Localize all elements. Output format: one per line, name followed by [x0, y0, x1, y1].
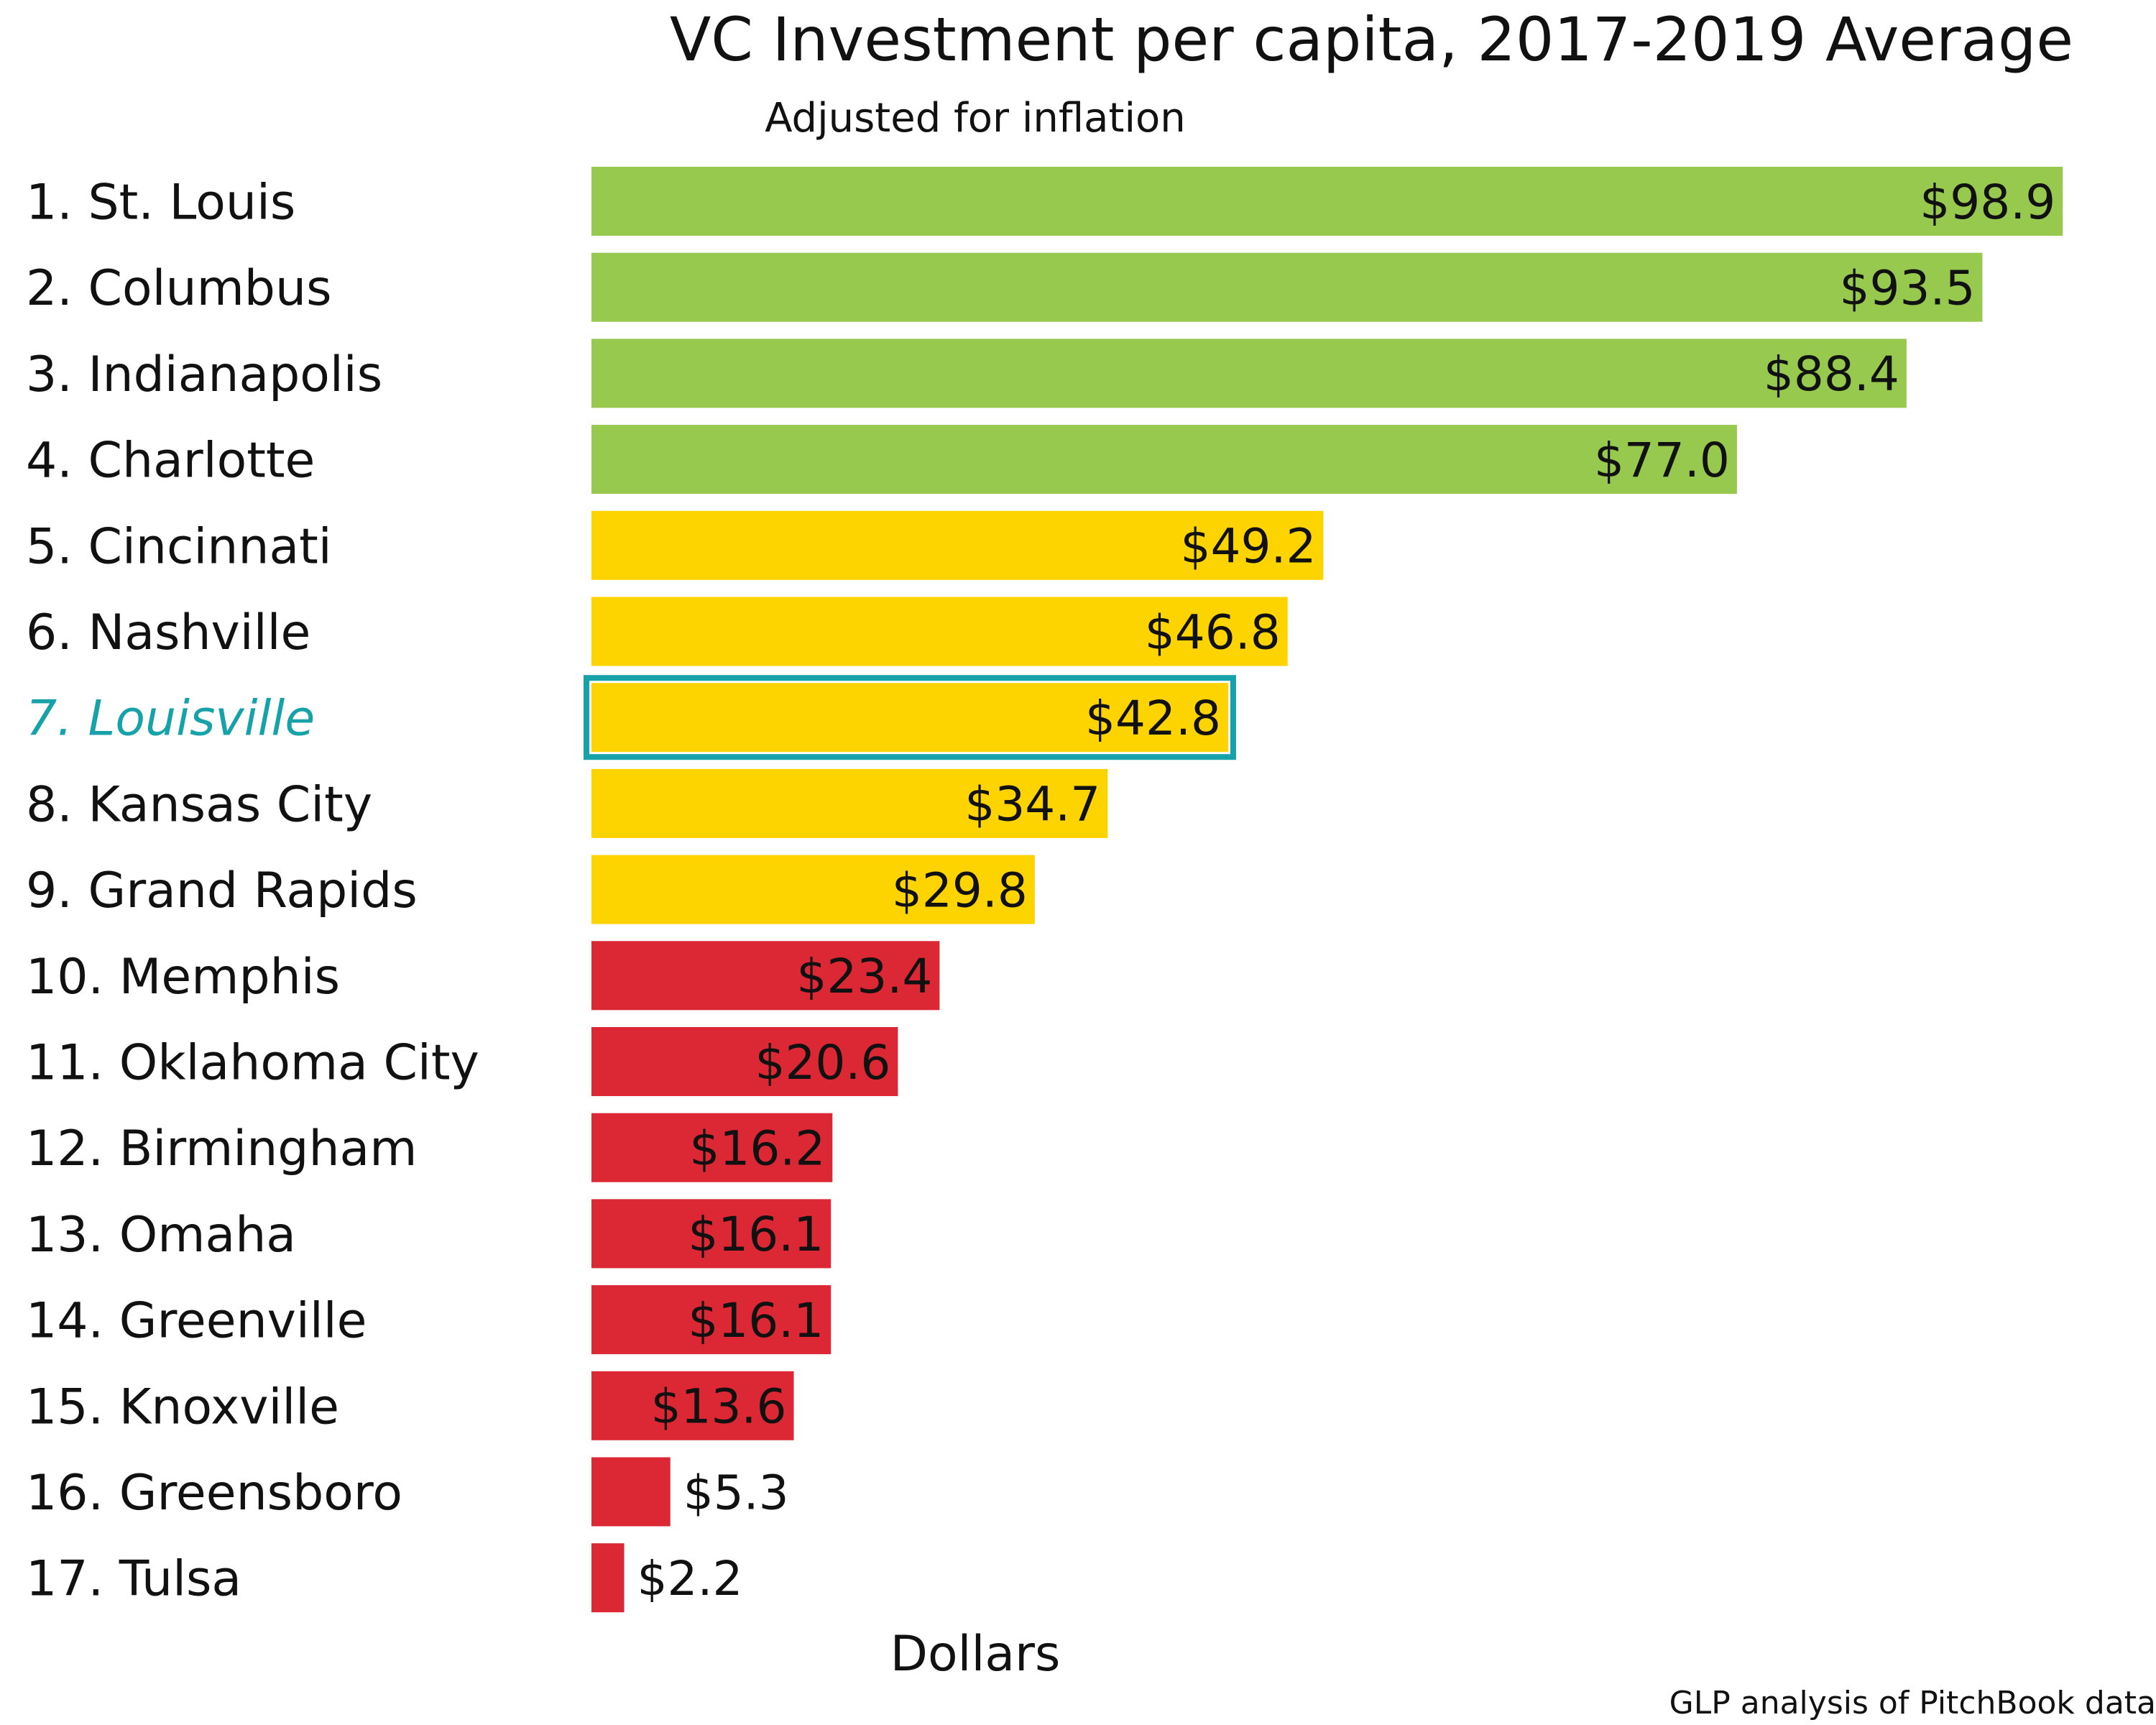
category-label-8-kansas-city: 8. Kansas City — [26, 776, 372, 833]
value-label-11-oklahoma-city: $20.6 — [755, 1035, 890, 1090]
bar-9-grand-rapids — [591, 855, 1035, 924]
value-label-8-kansas-city: $34.7 — [964, 777, 1100, 832]
value-label-9-grand-rapids: $29.8 — [892, 862, 1028, 918]
category-label-14-greenville: 14. Greenville — [26, 1293, 367, 1350]
bar-1-st-louis — [591, 167, 2063, 236]
value-label-17-tulsa: $2.2 — [637, 1551, 743, 1606]
value-label-3-indianapolis: $88.4 — [1764, 346, 1899, 402]
value-label-6-nashville: $46.8 — [1145, 604, 1281, 660]
value-label-1-st-louis: $98.9 — [1920, 175, 2055, 230]
value-label-10-memphis: $23.4 — [796, 949, 932, 1004]
value-label-15-knoxville: $13.6 — [651, 1379, 787, 1435]
source-note: GLP analysis of PitchBook data — [1669, 1685, 2156, 1721]
category-label-7-louisville: 7. Louisville — [26, 691, 315, 748]
category-label-17-tulsa: 17. Tulsa — [26, 1551, 241, 1608]
category-label-10-memphis: 10. Memphis — [26, 949, 340, 1006]
bars-layer: 1. St. Louis $98.9 2. Columbus $93.5 3. Indi… — [26, 167, 2063, 1613]
category-label-1-st-louis: 1. St. Louis — [26, 174, 295, 231]
value-label-13-omaha: $16.1 — [688, 1207, 824, 1262]
category-label-4-charlotte: 4. Charlotte — [26, 433, 315, 489]
category-label-11-oklahoma-city: 11. Oklahoma City — [26, 1034, 479, 1091]
bar-3-indianapolis — [591, 339, 1907, 408]
value-label-5-cincinnati: $49.2 — [1180, 519, 1316, 574]
category-label-6-nashville: 6. Nashville — [26, 604, 310, 661]
bar-15-knoxville — [591, 1371, 794, 1440]
bar-7-louisville — [591, 683, 1228, 753]
chart-title: VC Investment per capita, 2017-2019 Aver… — [669, 4, 2073, 75]
bar-11-oklahoma-city — [591, 1027, 898, 1096]
category-label-12-birmingham: 12. Birmingham — [26, 1121, 417, 1177]
bar-12-birmingham — [591, 1113, 833, 1182]
bar-17-tulsa — [591, 1543, 625, 1613]
category-label-13-omaha: 13. Omaha — [26, 1207, 296, 1264]
highlight-outline — [584, 675, 1236, 760]
value-label-7-louisville: $42.8 — [1085, 691, 1221, 746]
category-label-9-grand-rapids: 9. Grand Rapids — [26, 862, 418, 919]
bar-10-memphis — [591, 941, 940, 1011]
bar-16-greensboro — [591, 1457, 671, 1527]
category-label-3-indianapolis: 3. Indianapolis — [26, 346, 382, 403]
value-label-16-greensboro: $5.3 — [683, 1465, 789, 1520]
value-label-2-columbus: $93.5 — [1839, 260, 1975, 316]
category-label-16-greensboro: 16. Greensboro — [26, 1465, 402, 1522]
chart-subtitle: Adjusted for inflation — [765, 95, 1186, 142]
value-label-12-birmingham: $16.2 — [689, 1121, 825, 1176]
value-label-4-charlotte: $77.0 — [1594, 433, 1730, 488]
category-label-5-cincinnati: 5. Cincinnati — [26, 518, 332, 575]
bar-4-charlotte — [591, 425, 1737, 494]
bar-5-cincinnati — [591, 510, 1324, 580]
category-label-2-columbus: 2. Columbus — [26, 260, 332, 317]
value-label-14-greenville: $16.1 — [688, 1293, 824, 1348]
bar-14-greenville — [591, 1285, 831, 1355]
bar-2-columbus — [591, 252, 1983, 322]
bar-8-kansas-city — [591, 768, 1108, 838]
category-label-15-knoxville: 15. Knoxville — [26, 1379, 339, 1435]
bar-6-nashville — [591, 597, 1288, 666]
x-axis-label: Dollars — [890, 1626, 1061, 1683]
bar-13-omaha — [591, 1199, 831, 1269]
